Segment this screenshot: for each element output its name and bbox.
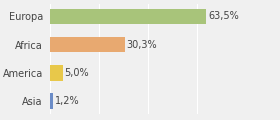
Text: 5,0%: 5,0%	[65, 68, 89, 78]
Text: 1,2%: 1,2%	[55, 96, 80, 106]
Bar	[50, 93, 53, 109]
Text: 30,3%: 30,3%	[127, 40, 157, 50]
Bar	[50, 65, 63, 81]
Bar	[50, 9, 206, 24]
Text: 63,5%: 63,5%	[208, 11, 239, 21]
Bar	[50, 37, 125, 52]
